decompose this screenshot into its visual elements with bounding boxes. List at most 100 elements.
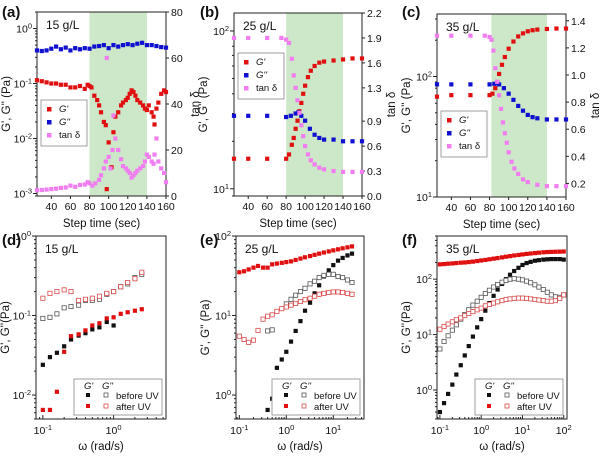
data-point <box>349 291 355 297</box>
data-point <box>486 287 492 293</box>
data-point <box>49 81 54 86</box>
y-tick-label: 101 <box>416 190 432 204</box>
data-point <box>340 246 345 251</box>
data-point <box>97 43 102 49</box>
tick-exponent: 2 <box>567 423 571 432</box>
tick-exponent: 1 <box>428 328 432 337</box>
tick-exponent: 0 <box>117 423 121 432</box>
tick-base: 10 <box>215 231 227 243</box>
data-point <box>40 315 46 321</box>
tick-exponent: 2 <box>428 272 432 281</box>
data-point <box>101 43 106 48</box>
data-point <box>462 260 467 265</box>
data-point <box>140 103 146 108</box>
data-point <box>487 257 492 262</box>
data-point <box>536 284 542 290</box>
data-point <box>295 118 300 123</box>
y2-tick-label: 0.8 <box>571 97 586 109</box>
data-point <box>63 185 68 190</box>
tick-exponent: 1 <box>227 309 231 318</box>
tick-base: 10 <box>416 192 428 204</box>
data-point <box>317 135 322 141</box>
data-point <box>299 123 304 128</box>
concentration-annotation: 35 g/L <box>446 242 480 256</box>
data-point <box>284 349 289 354</box>
y-tick-label: 100 <box>215 388 231 402</box>
data-point <box>506 150 511 155</box>
tick-base: 10 <box>416 71 428 83</box>
data-point <box>63 45 68 50</box>
data-point <box>120 100 126 105</box>
data-point <box>297 299 303 305</box>
data-point <box>545 249 550 255</box>
data-point <box>507 296 513 302</box>
data-point <box>307 300 313 305</box>
data-point <box>449 82 454 87</box>
data-point <box>544 117 549 122</box>
data-point <box>161 170 167 176</box>
data-point <box>44 187 49 192</box>
data-point <box>40 407 45 413</box>
data-point <box>297 289 303 295</box>
data-point <box>331 137 336 142</box>
legend-label: G'' <box>459 128 471 139</box>
data-point <box>87 46 92 51</box>
data-point <box>77 47 83 52</box>
data-point <box>563 184 569 189</box>
data-point <box>73 85 78 90</box>
data-point <box>434 33 440 38</box>
data-point <box>108 166 113 171</box>
y2-tick-label: 0.9 <box>367 116 382 128</box>
data-point <box>98 173 104 178</box>
data-point <box>131 173 136 178</box>
legend-marker <box>244 60 249 65</box>
legend-header: G' <box>84 381 94 392</box>
data-point <box>520 252 525 257</box>
tick-exponent: -1 <box>25 77 32 86</box>
y2-tick-label: 1.2 <box>571 43 586 55</box>
data-point <box>302 297 308 303</box>
data-point <box>305 152 311 157</box>
legend-label: before UV <box>314 391 357 402</box>
legend-label: after UV <box>517 402 553 413</box>
panel-label: (a) <box>2 4 20 21</box>
data-point <box>491 284 497 290</box>
legend-label: after UV <box>314 402 350 413</box>
x-axis-title: ω (rad/s) <box>479 441 525 453</box>
data-point <box>93 181 98 186</box>
data-point <box>530 115 535 120</box>
series-tan- <box>231 35 365 174</box>
data-point <box>475 325 480 330</box>
data-point <box>293 328 298 334</box>
legend-marker <box>47 133 52 138</box>
data-point <box>470 302 476 308</box>
y2-tick-label: 80 <box>171 7 183 19</box>
data-point <box>144 107 149 113</box>
data-point <box>474 298 480 304</box>
data-point <box>544 298 550 304</box>
data-point <box>302 285 308 291</box>
data-point <box>125 42 130 47</box>
data-point <box>154 136 159 141</box>
data-point <box>506 46 511 51</box>
data-point <box>458 260 463 265</box>
data-point <box>159 91 164 96</box>
data-point <box>246 113 251 118</box>
data-point <box>299 113 304 118</box>
data-point <box>127 91 132 96</box>
data-point <box>255 263 261 269</box>
data-point <box>561 292 567 298</box>
data-point <box>345 253 350 258</box>
uv-exposure-band <box>286 13 344 196</box>
tick-base: 10 <box>213 184 225 196</box>
y-tick-label: 10-2 <box>14 132 32 146</box>
tick-base: 10 <box>556 425 568 437</box>
data-point <box>349 251 355 256</box>
data-point <box>330 289 336 295</box>
data-point <box>453 317 459 323</box>
panel-label: (f) <box>402 232 417 249</box>
y-tick-label: 102 <box>213 24 229 38</box>
data-point <box>511 276 517 282</box>
data-point <box>350 139 355 144</box>
data-point <box>340 289 346 295</box>
